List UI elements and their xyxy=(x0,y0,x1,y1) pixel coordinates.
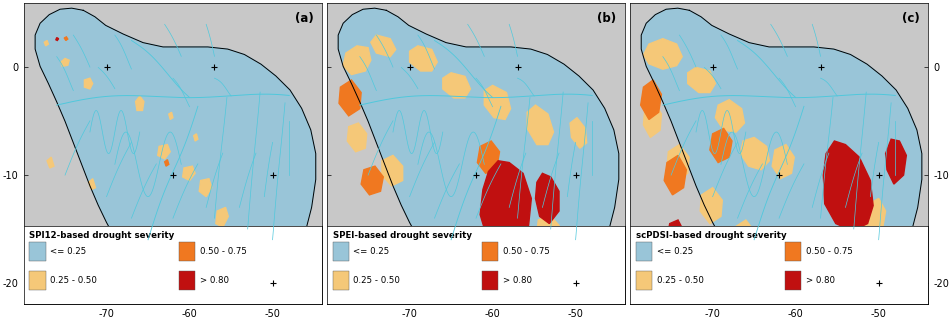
Polygon shape xyxy=(741,137,769,170)
Polygon shape xyxy=(642,8,922,291)
Polygon shape xyxy=(135,96,144,110)
Polygon shape xyxy=(193,134,198,141)
Polygon shape xyxy=(169,112,173,119)
Polygon shape xyxy=(766,252,789,288)
Polygon shape xyxy=(866,198,885,232)
Polygon shape xyxy=(477,141,500,173)
Polygon shape xyxy=(371,35,396,57)
Polygon shape xyxy=(485,85,510,119)
Polygon shape xyxy=(487,206,510,234)
Polygon shape xyxy=(885,139,906,184)
Polygon shape xyxy=(199,179,211,197)
Polygon shape xyxy=(169,242,183,260)
Polygon shape xyxy=(235,242,247,260)
Text: (c): (c) xyxy=(902,12,920,25)
Polygon shape xyxy=(847,214,869,249)
Polygon shape xyxy=(480,161,531,249)
Polygon shape xyxy=(822,231,844,265)
Polygon shape xyxy=(443,73,470,98)
Polygon shape xyxy=(158,145,170,159)
Polygon shape xyxy=(64,37,68,41)
Polygon shape xyxy=(183,166,195,181)
Polygon shape xyxy=(700,188,723,223)
Polygon shape xyxy=(710,128,732,163)
Polygon shape xyxy=(733,220,756,256)
Polygon shape xyxy=(537,214,559,245)
Polygon shape xyxy=(644,39,683,69)
Polygon shape xyxy=(45,41,49,46)
Polygon shape xyxy=(667,220,684,249)
Polygon shape xyxy=(216,207,228,227)
Polygon shape xyxy=(165,160,169,166)
Polygon shape xyxy=(799,265,814,286)
Polygon shape xyxy=(338,8,619,291)
Polygon shape xyxy=(644,101,662,137)
Polygon shape xyxy=(641,80,662,119)
Polygon shape xyxy=(343,46,371,75)
Polygon shape xyxy=(35,8,316,291)
Text: (b): (b) xyxy=(597,12,617,25)
Polygon shape xyxy=(85,78,92,89)
Polygon shape xyxy=(347,123,367,152)
Polygon shape xyxy=(56,38,59,41)
Polygon shape xyxy=(687,67,715,92)
Polygon shape xyxy=(61,58,69,66)
Polygon shape xyxy=(361,166,384,195)
Polygon shape xyxy=(667,145,689,181)
Polygon shape xyxy=(823,141,873,231)
Polygon shape xyxy=(47,157,54,168)
Polygon shape xyxy=(772,145,794,179)
Polygon shape xyxy=(527,105,553,145)
Polygon shape xyxy=(260,263,271,278)
Polygon shape xyxy=(570,118,586,148)
Polygon shape xyxy=(715,100,744,132)
Polygon shape xyxy=(664,155,686,195)
Text: (a): (a) xyxy=(295,12,313,25)
Polygon shape xyxy=(535,173,559,223)
Polygon shape xyxy=(339,80,361,116)
Polygon shape xyxy=(409,46,437,71)
Polygon shape xyxy=(89,179,95,189)
Polygon shape xyxy=(382,155,403,186)
